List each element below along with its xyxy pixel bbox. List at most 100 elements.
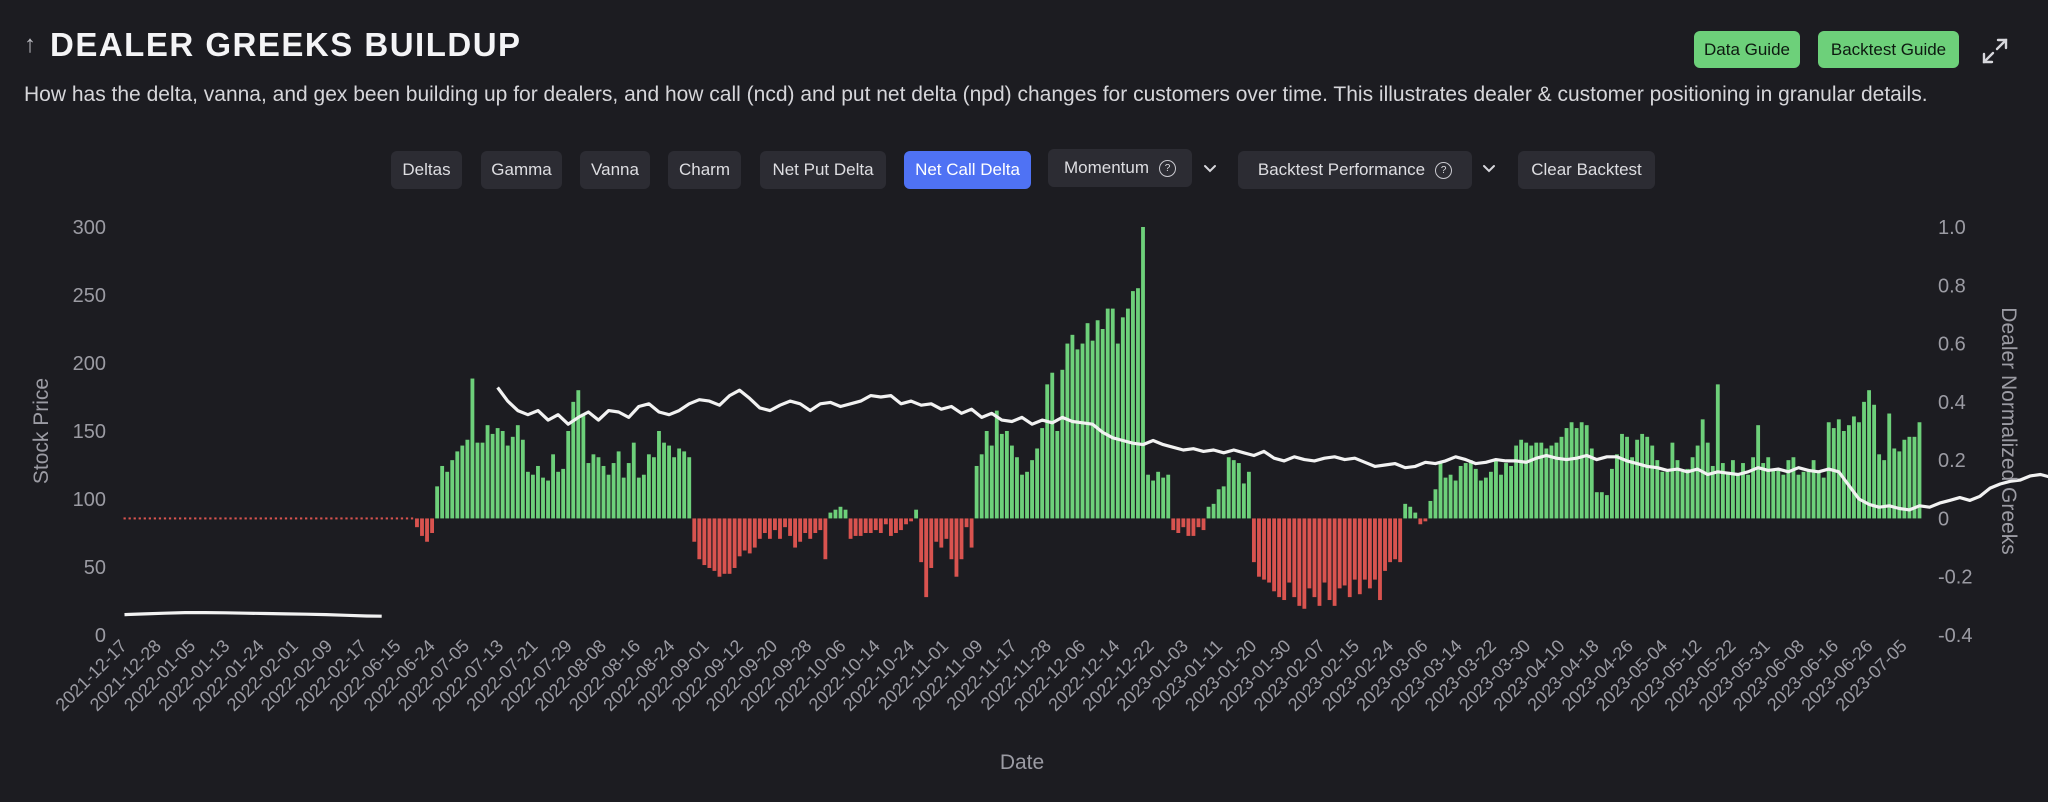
bar [929,518,934,568]
price-line [124,611,382,618]
backtest-guide-button[interactable]: Backtest Guide [1818,31,1959,68]
bar [1196,518,1201,528]
tab-vanna[interactable]: Vanna [580,151,650,189]
tab-net-call-delta[interactable]: Net Call Delta [904,151,1031,189]
chart: 0 50 100 150 200 250 300 -0.4 -0.2 0 0.2 0.4 0.6 0.8… [30,217,2048,774]
bar [1796,474,1801,519]
bar [1695,445,1700,519]
bar [1483,477,1488,519]
bar [914,509,919,519]
bar [1912,436,1917,519]
bar [410,517,414,520]
bar [269,517,272,520]
bar [919,518,924,563]
tab-charm[interactable]: Charm [668,151,741,189]
bar [1186,518,1191,536]
bar [1761,463,1766,519]
bar [752,518,757,548]
help-icon[interactable]: ? [1435,161,1453,179]
bar [1685,468,1690,519]
bar [667,445,671,519]
bar [254,517,257,520]
bar [1670,442,1675,519]
bar [1524,442,1529,519]
bar [515,425,520,519]
bar [1373,518,1377,580]
bar [330,517,333,520]
tab-net-put-delta[interactable]: Net Put Delta [760,151,886,189]
bar [229,517,232,520]
bar [1438,463,1443,519]
tab-gamma[interactable]: Gamma [481,151,562,189]
bar [853,518,858,536]
page-title: DEALER GREEKS BUILDUP [50,26,522,63]
up-arrow-icon[interactable]: ↑ [24,31,36,58]
bar [274,517,278,520]
bar [969,518,974,548]
price-line [496,386,2048,512]
bar [1620,433,1624,519]
bar [1862,401,1866,519]
data-guide-button[interactable]: Data Guide [1694,31,1800,68]
bar [525,471,530,519]
tab-deltas[interactable]: Deltas [391,151,462,189]
bar [536,465,540,519]
bar [310,517,313,520]
bar [1615,454,1619,519]
momentum-dropdown[interactable]: Momentum ? [1048,149,1192,187]
bar [194,517,197,520]
bar [1045,384,1050,519]
y-axis-right-label: Dealer Normalized Greeks [1997,307,2020,554]
bar [158,517,162,520]
bar [420,518,424,536]
bar [652,457,656,519]
bar [1650,445,1655,519]
bar [1015,457,1019,519]
bar [1418,518,1423,525]
bar [1554,442,1559,519]
bar [616,451,621,519]
chevron-down-icon[interactable] [1200,157,1220,181]
bar [294,517,298,520]
right-tick-label: 0.4 [1938,392,1966,414]
bar [1004,431,1009,519]
bar [1640,433,1645,519]
bar [1236,463,1241,519]
bar [1736,474,1740,519]
help-icon[interactable]: ? [1159,159,1177,177]
chevron-down-icon[interactable] [1479,157,1499,181]
bar [888,518,893,536]
bar [1171,518,1176,531]
bar [1166,474,1171,519]
bar [1282,518,1287,601]
bar [899,518,903,531]
bar [1120,317,1125,519]
bar [1725,471,1730,519]
bar [813,518,818,533]
bar [1660,471,1665,519]
bar [1569,422,1574,519]
bar [581,413,586,519]
bar [989,445,994,519]
bar [1514,445,1519,519]
right-tick-label: 0.6 [1938,334,1966,356]
left-axis: 0 50 100 150 200 250 300 [73,217,106,647]
bar [1125,308,1130,519]
bar [934,518,939,542]
bar [1151,480,1156,519]
bar [1025,471,1029,519]
bar [1675,460,1680,519]
bar [1141,227,1145,519]
expand-icon[interactable] [1980,36,2010,66]
bar [1771,468,1776,519]
bar [1055,431,1060,519]
bar [954,518,959,577]
backtest-performance-dropdown[interactable]: Backtest Performance ? [1238,151,1472,189]
bar [1488,471,1493,519]
bar [636,477,641,519]
bar [1010,445,1014,519]
clear-backtest-button[interactable]: Clear Backtest [1518,151,1655,189]
bar [1806,468,1811,519]
bar [722,518,727,574]
bar [1423,518,1428,522]
